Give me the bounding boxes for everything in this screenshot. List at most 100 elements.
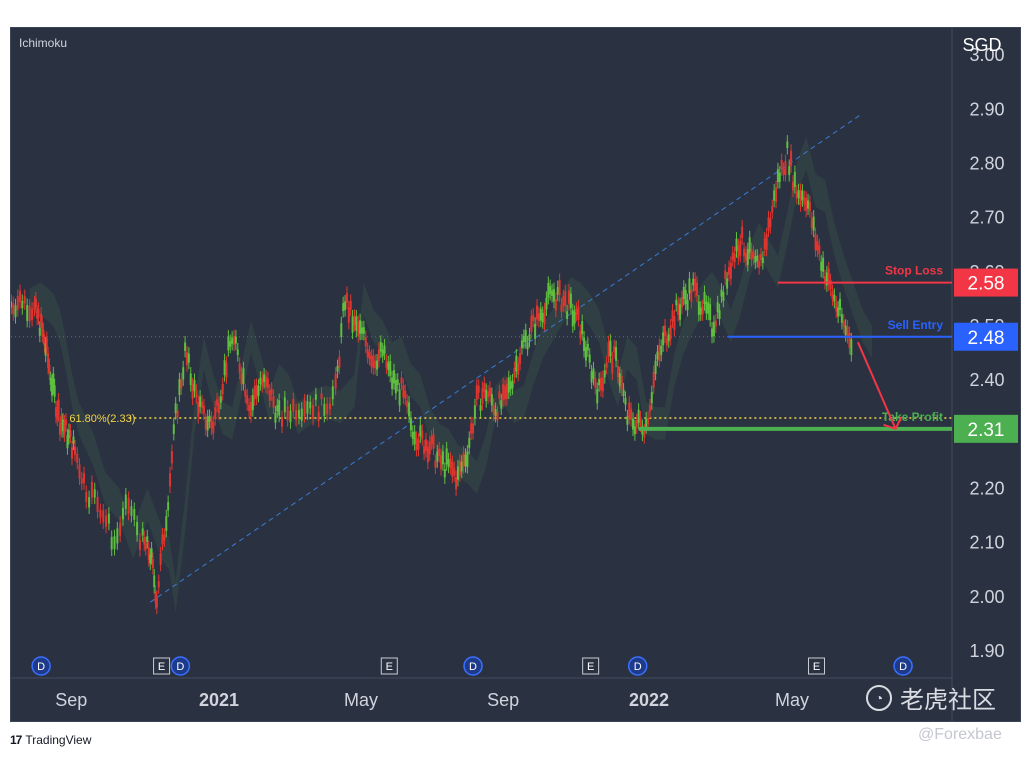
event-marker-label: D	[37, 661, 45, 673]
candle-body	[257, 385, 260, 396]
candle-body	[652, 371, 655, 388]
candle-body	[805, 197, 808, 211]
candle-body	[605, 362, 608, 368]
event-marker-label: D	[634, 661, 642, 673]
candle-body	[519, 353, 522, 364]
candle-body	[406, 400, 409, 408]
candle-body	[37, 308, 40, 319]
candle-body	[219, 396, 222, 403]
candle-body	[509, 381, 512, 390]
candle-body	[372, 355, 375, 369]
candle-body	[204, 420, 207, 430]
candle-body	[848, 332, 851, 348]
candle-body	[430, 436, 433, 444]
candle-body	[449, 458, 452, 468]
candle-body	[320, 393, 323, 400]
candle-body	[475, 385, 478, 400]
candle-body	[761, 257, 764, 264]
watermark: ◔ 老虎社区	[866, 680, 996, 715]
candle-body	[266, 378, 269, 389]
candle-body	[242, 368, 245, 384]
event-marker-label: D	[469, 661, 477, 673]
candle-body	[441, 451, 444, 465]
tradingview-logo[interactable]: 17 TradingView	[10, 733, 91, 747]
candle-body	[637, 409, 640, 423]
candle-body	[733, 253, 736, 263]
candle-body	[52, 373, 55, 389]
event-marker-label: D	[899, 661, 907, 673]
tradingview-label: TradingView	[25, 733, 92, 747]
candle-body	[556, 287, 559, 295]
candle-body	[647, 417, 650, 425]
candle-body	[42, 329, 45, 338]
candle-body	[389, 360, 392, 376]
candle-body	[549, 286, 552, 294]
price-chart[interactable]: 3.002.902.802.702.602.502.402.302.202.10…	[11, 28, 1020, 721]
candle-body	[633, 426, 636, 435]
candle-body	[36, 311, 39, 319]
candle-body	[236, 349, 239, 356]
candle-body	[391, 377, 394, 390]
candle-body	[735, 238, 738, 252]
candle-body	[536, 305, 539, 320]
candle-body	[782, 168, 785, 175]
candle-body	[622, 389, 625, 397]
candle-body	[630, 408, 633, 421]
candle-body	[823, 276, 826, 283]
candle-body	[16, 295, 19, 310]
candle-body	[48, 365, 51, 374]
candle-body	[440, 455, 443, 470]
candle-body	[202, 405, 205, 414]
dividend-marker	[463, 656, 483, 676]
candle-body	[309, 401, 312, 409]
candle-body	[163, 534, 166, 541]
dividend-marker	[627, 656, 648, 676]
candle-body	[66, 435, 69, 449]
candle-body	[673, 316, 676, 331]
level-price-label: 2.58	[968, 274, 1005, 295]
candle-body	[615, 347, 618, 361]
candle-body	[434, 460, 437, 468]
candle-body	[709, 304, 712, 321]
candle-body	[143, 537, 146, 545]
currency-label: SGD	[962, 35, 1001, 55]
candle-body	[353, 315, 356, 325]
candle-body	[133, 508, 136, 520]
y-tick-label: 1.90	[969, 641, 1004, 661]
level-price-tag	[954, 322, 1018, 351]
candle-body	[616, 366, 619, 378]
candle-body	[586, 343, 589, 351]
candle-body	[93, 489, 96, 498]
candle-body	[515, 355, 518, 372]
candle-body	[573, 311, 576, 324]
candle-body	[601, 377, 604, 392]
candle-body	[564, 291, 567, 307]
y-tick-label: 2.10	[969, 533, 1004, 553]
candle-body	[376, 360, 379, 370]
candle-body	[626, 416, 629, 425]
y-tick-label: 2.90	[969, 99, 1004, 119]
candle-body	[314, 394, 317, 400]
candle-body	[411, 431, 414, 440]
candle-body	[344, 301, 347, 311]
candle-body	[724, 270, 727, 279]
candle-body	[775, 187, 778, 202]
candle-body	[654, 360, 657, 374]
candle-body	[385, 360, 388, 368]
candle-body	[233, 336, 236, 345]
price-axis-panel	[952, 28, 1020, 721]
y-tick-label: 2.70	[969, 208, 1004, 228]
candle-body	[170, 451, 173, 464]
candle-body	[34, 298, 37, 307]
candle-body	[571, 310, 574, 327]
candle-body	[146, 536, 149, 543]
candle-body	[421, 430, 424, 440]
candle-body	[349, 300, 352, 310]
candle-body	[829, 280, 832, 290]
candle-body	[532, 314, 535, 321]
candle-body	[613, 346, 616, 352]
candle-body	[56, 406, 59, 420]
candle-body	[776, 169, 779, 182]
candle-body	[801, 190, 804, 201]
candle-body	[359, 320, 362, 334]
